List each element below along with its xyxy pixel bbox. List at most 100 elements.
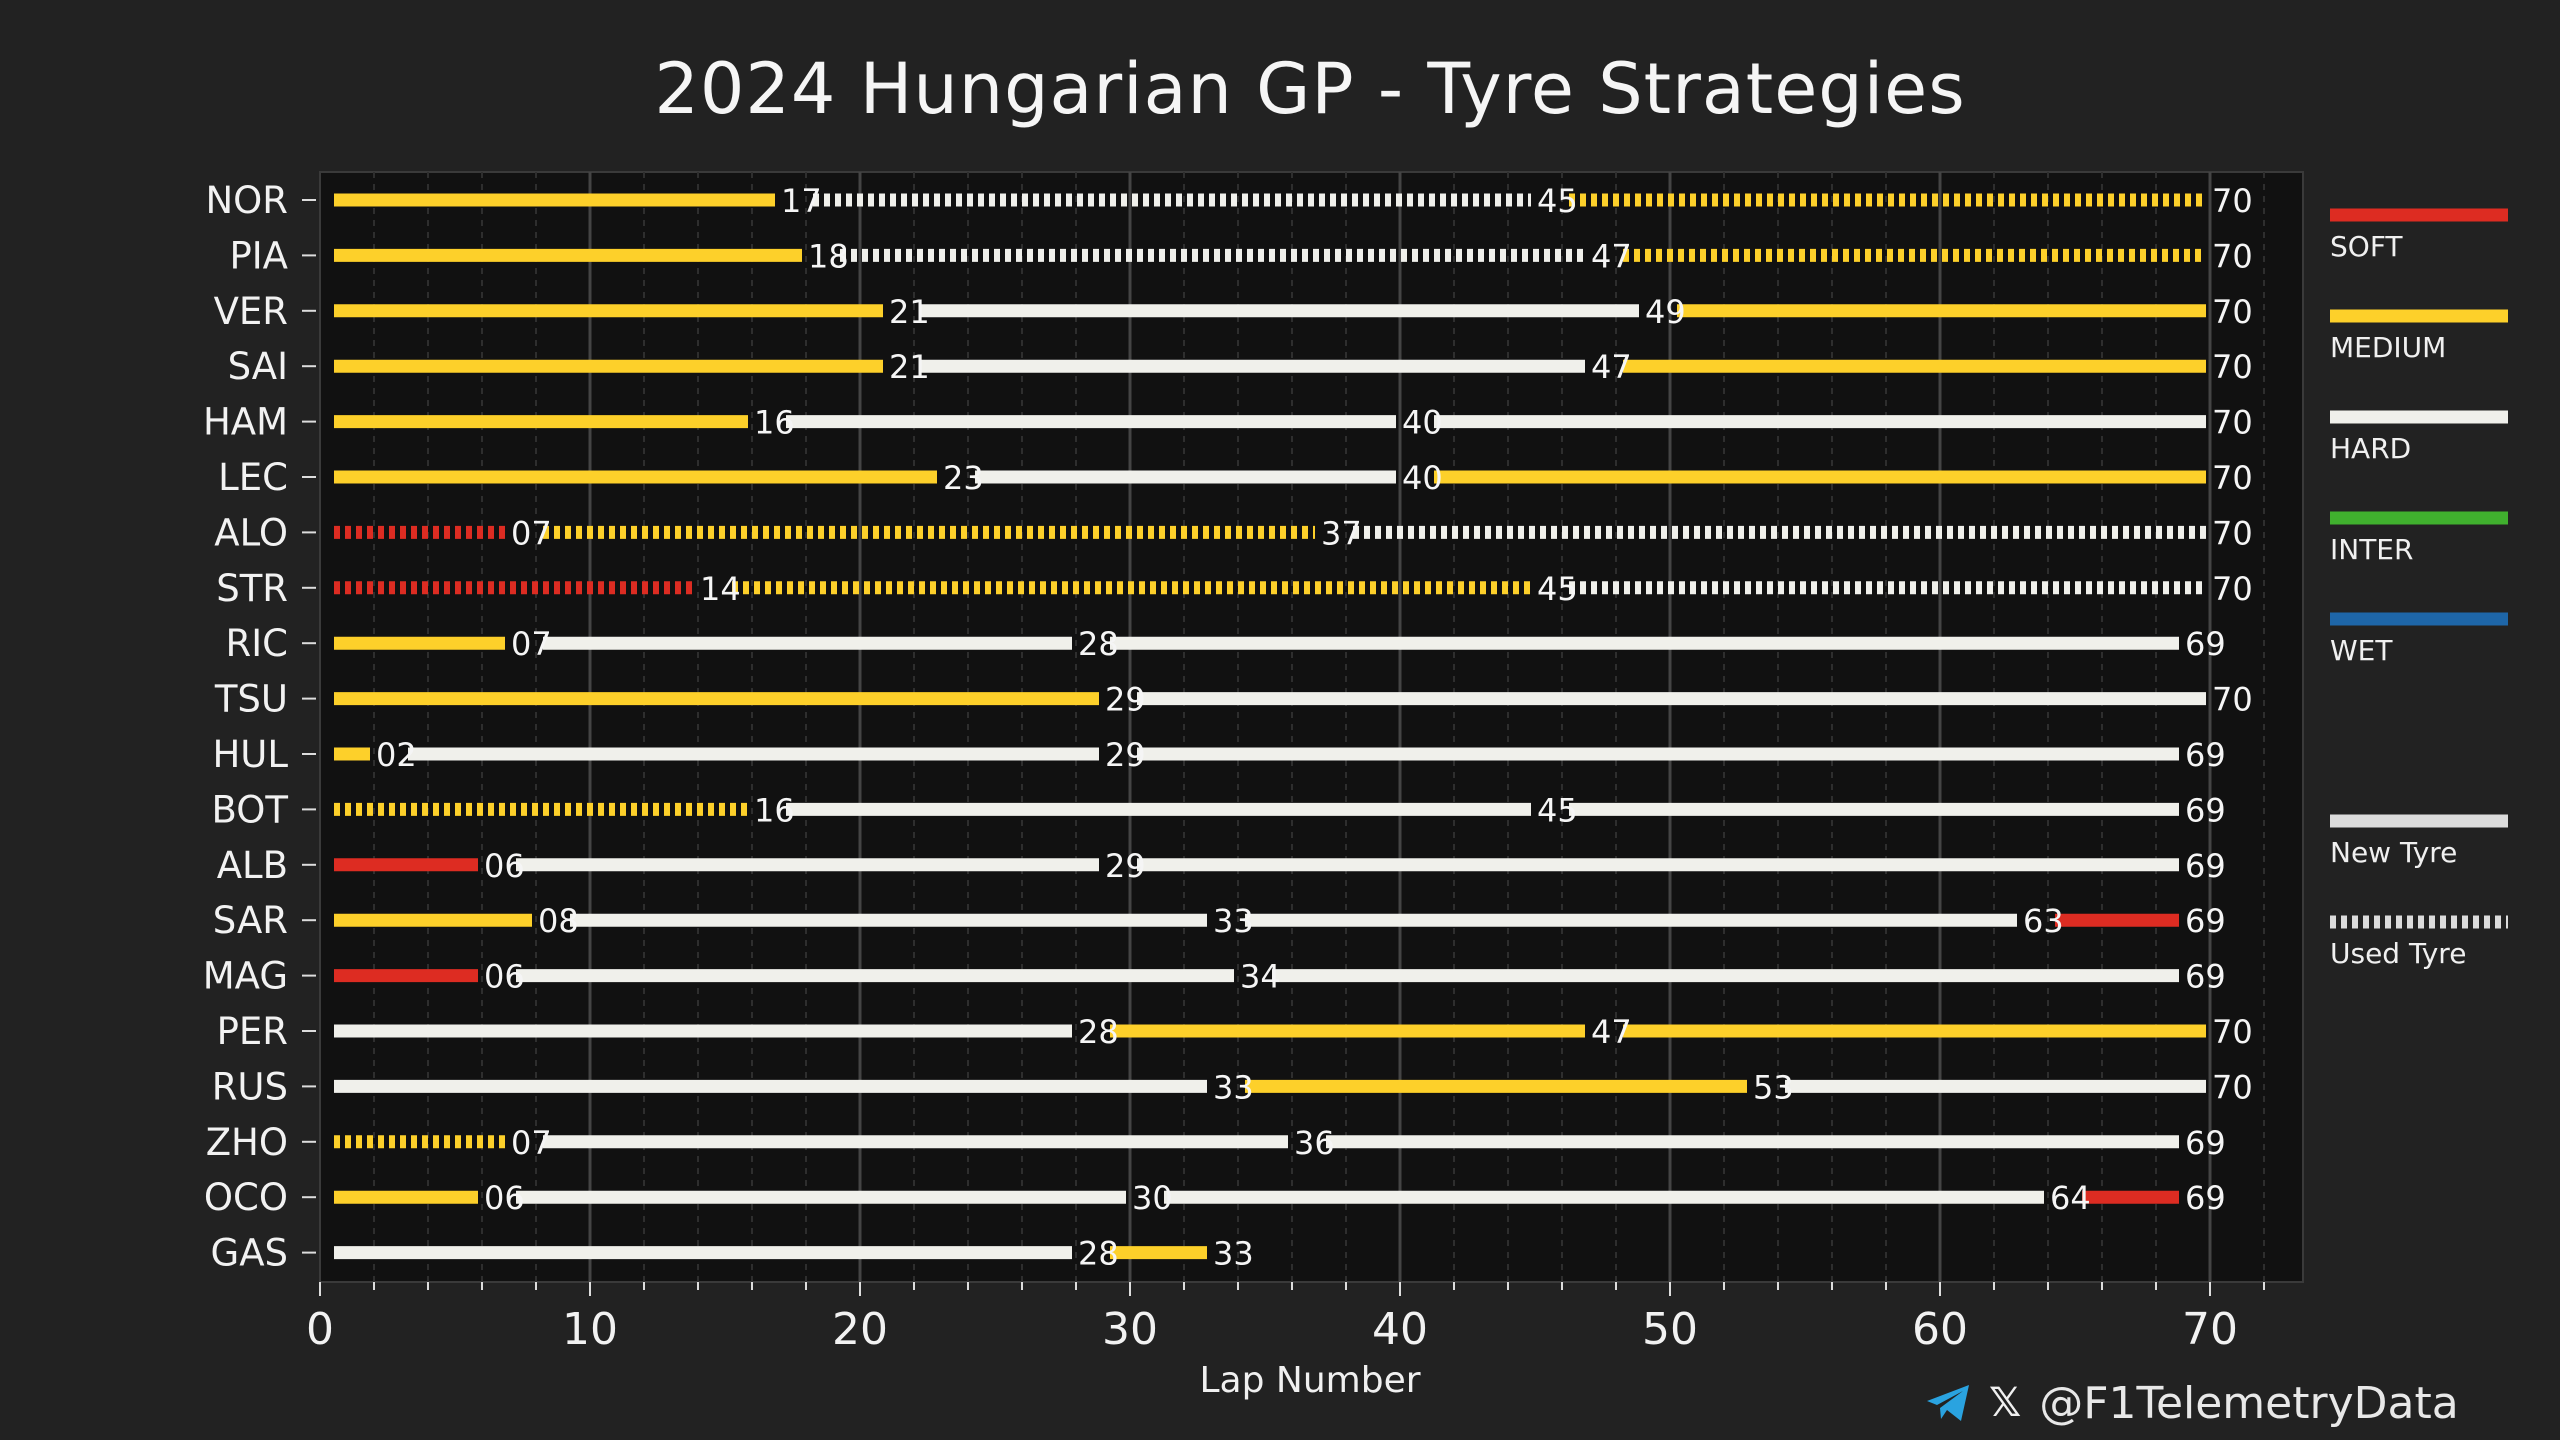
x-tick-label: 30 <box>1102 1304 1158 1355</box>
stint-end-label: 69 <box>2185 1124 2226 1162</box>
legend-label: Used Tyre <box>2330 937 2466 970</box>
credit-handle[interactable]: @F1TelemetryData <box>2039 1377 2459 1429</box>
stint-end-label: 47 <box>1591 1013 1632 1051</box>
x-tick-label: 50 <box>1642 1304 1698 1355</box>
driver-label: HAM <box>203 401 288 444</box>
driver-label: PER <box>217 1010 288 1053</box>
driver-label: SAR <box>213 899 288 942</box>
stint-end-label: 49 <box>1645 293 1686 331</box>
stint-end-label: 06 <box>484 1179 525 1217</box>
stint-end-label: 07 <box>511 1124 552 1162</box>
stint-end-label: 07 <box>511 514 552 552</box>
stint-end-label: 69 <box>2185 736 2226 774</box>
driver-label: GAS <box>211 1232 288 1275</box>
stint-end-label: 70 <box>2212 570 2253 608</box>
stint-end-label: 70 <box>2212 182 2253 220</box>
stint-end-label: 36 <box>1294 1124 1335 1162</box>
stint-end-label: 16 <box>754 791 795 829</box>
plot-area <box>319 171 2304 1283</box>
stint-end-label: 45 <box>1537 570 1578 608</box>
driver-label: ALO <box>214 511 288 554</box>
x-tick-label: 20 <box>832 1304 888 1355</box>
stint-end-label: 70 <box>2212 514 2253 552</box>
stint-end-label: 69 <box>2185 625 2226 663</box>
stint-end-label: 23 <box>943 459 984 497</box>
driver-label: NOR <box>205 179 288 222</box>
chart-title: 2024 Hungarian GP - Tyre Strategies <box>654 48 1966 130</box>
driver-label: MAG <box>203 955 288 998</box>
stint-end-label: 29 <box>1105 847 1146 885</box>
stint-end-label: 37 <box>1321 514 1362 552</box>
stint-end-label: 70 <box>2212 293 2253 331</box>
legend-label: INTER <box>2330 533 2413 566</box>
x-tick-label: 10 <box>562 1304 618 1355</box>
stint-end-label: 29 <box>1105 736 1146 774</box>
x-tick-label: 0 <box>306 1304 334 1355</box>
stint-end-label: 69 <box>2185 791 2226 829</box>
stint-end-label: 33 <box>1213 902 1254 940</box>
telegram-icon[interactable] <box>1925 1383 1971 1423</box>
driver-label: STR <box>216 567 288 610</box>
x-tick-label: 70 <box>2182 1304 2238 1355</box>
stint-end-label: 21 <box>889 293 930 331</box>
legend-label: HARD <box>2330 432 2411 465</box>
x-axis-label: Lap Number <box>1199 1360 1421 1401</box>
stint-end-label: 17 <box>781 182 822 220</box>
driver-label: RUS <box>212 1065 288 1108</box>
stint-end-label: 70 <box>2212 237 2253 275</box>
stint-end-label: 40 <box>1402 459 1443 497</box>
x-logo-icon[interactable]: 𝕏 <box>1989 1380 2022 1426</box>
stint-bars <box>334 193 2206 1260</box>
stint-end-label: 08 <box>538 902 579 940</box>
stint-end-label: 06 <box>484 847 525 885</box>
driver-label: PIA <box>229 234 288 277</box>
stint-end-label: 06 <box>484 958 525 996</box>
stint-end-label: 69 <box>2185 847 2226 885</box>
x-tick-label: 60 <box>1912 1304 1968 1355</box>
x-axis: 0 10 20 30 40 50 60 70 <box>306 1282 2265 1355</box>
stint-end-label: 70 <box>2212 348 2253 386</box>
stint-end-label: 45 <box>1537 791 1578 829</box>
y-axis: NOR PIA VER SAI HAM LEC ALO STR RIC TSU HUL BOT ALB S… <box>203 179 316 1275</box>
driver-label: HUL <box>212 733 288 776</box>
stint-end-label: 70 <box>2212 459 2253 497</box>
stint-end-label: 53 <box>1753 1068 1794 1106</box>
stint-end-label: 70 <box>2212 1013 2253 1051</box>
driver-label: SAI <box>228 345 288 388</box>
driver-label: BOT <box>212 788 289 831</box>
stint-end-label: 18 <box>808 237 849 275</box>
legend-label: New Tyre <box>2330 836 2457 869</box>
stint-end-label: 28 <box>1078 1235 1119 1273</box>
stint-end-label: 14 <box>700 570 741 608</box>
x-tick-label: 40 <box>1372 1304 1428 1355</box>
driver-label: LEC <box>218 456 288 499</box>
driver-label: ZHO <box>206 1121 288 1164</box>
stint-end-label: 69 <box>2185 958 2226 996</box>
stint-end-label: 07 <box>511 625 552 663</box>
driver-label: OCO <box>204 1176 288 1219</box>
legend-label: MEDIUM <box>2330 331 2446 364</box>
stint-end-label: 28 <box>1078 625 1119 663</box>
stint-end-label: 33 <box>1213 1235 1254 1273</box>
driver-label: TSU <box>214 678 288 721</box>
stint-end-label: 47 <box>1591 237 1632 275</box>
stint-end-label: 70 <box>2212 681 2253 719</box>
grid-lines <box>373 172 2265 1282</box>
stint-end-label: 69 <box>2185 1179 2226 1217</box>
stint-end-label: 16 <box>754 404 795 442</box>
stint-end-label: 29 <box>1105 681 1146 719</box>
driver-label: VER <box>214 290 288 333</box>
stint-labels: 17 45 70 18 47 70 21 49 70 21 47 70 16 40 70 23 40 70 07 37… <box>376 182 2253 1273</box>
stint-end-label: 69 <box>2185 902 2226 940</box>
stint-end-label: 45 <box>1537 182 1578 220</box>
legend: SOFT MEDIUM HARD INTER WET New Tyre Used Tyre <box>2330 208 2508 970</box>
driver-label: RIC <box>226 622 288 665</box>
legend-label: SOFT <box>2330 230 2403 263</box>
credit-footer[interactable]: 𝕏 @F1TelemetryData <box>1925 1376 2459 1430</box>
stint-end-label: 28 <box>1078 1013 1119 1051</box>
stint-end-label: 63 <box>2023 902 2064 940</box>
stint-end-label: 47 <box>1591 348 1632 386</box>
stint-end-label: 21 <box>889 348 930 386</box>
stint-end-label: 64 <box>2050 1179 2091 1217</box>
